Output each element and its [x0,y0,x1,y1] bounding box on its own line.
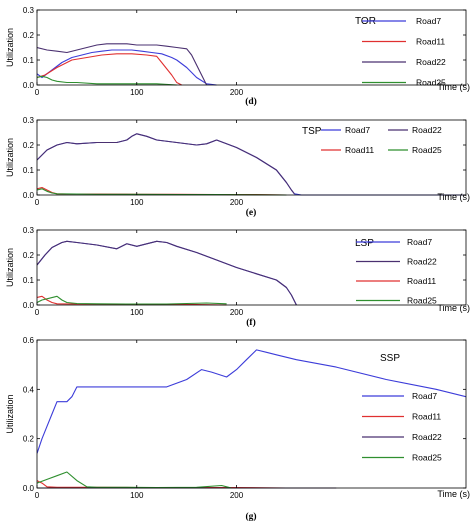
legend: Road7 Road22 Road11 Road25 [321,125,442,155]
series-group [37,349,466,489]
plot-frame [36,339,467,489]
series-line-road22 [37,240,297,306]
plot-frame [36,119,467,196]
series-group [37,43,217,86]
y-tick-label: 0.0 [23,484,35,493]
y-tick-label: 0.1 [23,56,35,65]
chart-title: LSP [355,238,374,249]
legend-label-road25: Road25 [407,296,437,306]
plot-frame [36,229,467,306]
y-tick-label: 0.6 [23,336,35,345]
legend-label-road11: Road11 [416,37,445,47]
legend-label-road11: Road11 [345,145,374,155]
chart-title: TSP [302,126,322,137]
series-line-road25 [37,75,177,86]
series-line-road7 [37,240,297,306]
series-line-road7 [37,49,217,86]
x-tick-label: 0 [35,308,40,317]
x-tick-label: 0 [35,491,40,500]
legend: Road7 Road22 Road11 Road25 [356,237,437,306]
x-tick-label: 200 [230,491,244,500]
x-tick-label: 100 [130,88,144,97]
y-tick-label: 0.2 [23,31,35,40]
series-line-road11 [37,53,182,86]
series-line-road11 [37,480,287,489]
series-line-road7 [37,349,466,454]
legend-label-road7: Road7 [407,237,432,247]
y-tick-label: 0.2 [23,435,35,444]
x-tick-label: 200 [230,198,244,207]
legend-label-road7: Road7 [412,391,437,401]
y-tick-label: 0.3 [23,116,35,125]
x-tick-label: 100 [130,198,144,207]
y-tick-label: 0.2 [23,251,35,260]
legend: Road7 Road11 Road22 Road25 [362,391,442,463]
x-tick-label: 200 [230,308,244,317]
y-tick-label: 0.1 [23,166,35,175]
legend-label-road7: Road7 [416,16,441,26]
chart-title: SSP [380,353,400,364]
x-tick-label: 100 [130,491,144,500]
legend-label-road25: Road25 [412,453,442,463]
chart-panel-ssp: 0 100 200 0.0 0.2 0.4 0.6 Time (s) Utilization SS… [5,336,470,522]
panel-label: (d) [245,96,257,107]
series-group [37,240,297,306]
x-tick-label: 0 [35,88,40,97]
legend-label-road25: Road25 [416,78,446,88]
chart-panel-tsp: 0 100 200 0.0 0.1 0.2 0.3 Time (s) Utilization TS… [5,116,470,218]
legend-label-road22: Road22 [412,432,442,442]
x-axis-label: Time (s) [437,489,470,499]
y-tick-label: 0.0 [23,191,35,200]
y-tick-label: 0.0 [23,301,35,310]
chart-panel-lsp: 0 100 200 0.0 0.1 0.2 0.3 Time (s) Utilization LS… [5,226,470,328]
y-tick-label: 0.3 [23,6,35,15]
series-line-road11 [37,295,227,306]
legend-label-road11: Road11 [412,412,441,422]
y-tick-label: 0.0 [23,81,35,90]
y-tick-label: 0.3 [23,226,35,235]
y-tick-label: 0.4 [23,385,35,394]
series-line-road22 [37,43,208,86]
x-tick-label: 100 [130,308,144,317]
legend-label-road7: Road7 [345,125,370,135]
x-tick-label: 0 [35,198,40,207]
x-axis-label: Time (s) [437,192,470,202]
series-group [37,133,466,196]
series-line-road25 [37,188,287,196]
panel-label: (f) [246,317,256,328]
legend-label-road11: Road11 [407,276,436,286]
y-axis-label: Utilization [5,394,15,433]
plot-frame [36,9,467,86]
legend-label-road22: Road22 [412,125,442,135]
x-tick-label: 200 [230,88,244,97]
series-line-road22 [37,133,295,195]
y-axis-label: Utilization [5,138,15,177]
legend-label-road22: Road22 [407,257,437,267]
panel-label: (e) [246,207,257,218]
legend-label-road25: Road25 [412,145,442,155]
x-axis-label: Time (s) [437,303,470,313]
legend-label-road22: Road22 [416,57,446,67]
legend: Road7 Road11 Road22 Road25 [362,16,446,88]
series-line-road25 [37,295,227,305]
panel-label: (g) [245,511,256,522]
y-axis-label: Utilization [5,28,15,67]
x-axis-label: Time (s) [437,82,470,92]
y-tick-label: 0.1 [23,276,35,285]
series-line-road25 [37,471,232,489]
y-tick-label: 0.2 [23,141,35,150]
y-axis-label: Utilization [5,248,15,287]
